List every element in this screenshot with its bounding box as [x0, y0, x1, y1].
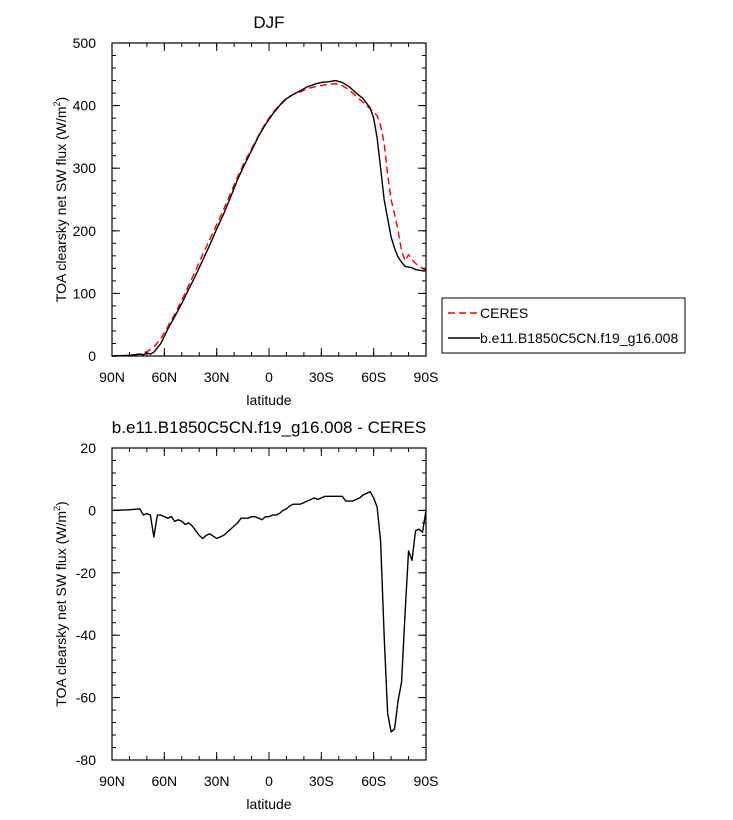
x-tick-label: 90S — [414, 773, 439, 789]
legend-label: CERES — [480, 305, 528, 321]
chart-title: DJF — [253, 13, 284, 32]
x-tick-label: 90N — [99, 773, 125, 789]
y-tick-label: 100 — [73, 285, 97, 301]
x-tick-label: 60S — [361, 369, 386, 385]
x-tick-label: 90S — [414, 369, 439, 385]
x-tick-label: 0 — [265, 773, 273, 789]
plot-frame — [111, 42, 427, 357]
series-line-b-e11-b1850c5cn-f19-g16-008 — [111, 79, 426, 357]
y-tick-label: 200 — [73, 223, 97, 239]
chart-panel-top: DJF 90N 60N 30N 0 30S 60S 90S 0 100 200 300 400 500 la… — [52, 13, 438, 408]
y-tick-label: 0 — [88, 502, 96, 518]
x-tick-label: 30S — [309, 369, 334, 385]
y-axis-label-main: TOA clearsky net SW flux (W/m — [53, 511, 69, 707]
y-tick-label: 500 — [73, 35, 97, 51]
x-tick-label: 30N — [204, 369, 230, 385]
y-axis-label-superscript: 2 — [52, 506, 62, 511]
x-tick-label: 60N — [151, 369, 177, 385]
chart-panel-bottom: b.e11.B1850C5CN.f19_g16.008 - CERES 90N 60… — [52, 418, 438, 812]
y-tick-label: 0 — [88, 348, 96, 364]
series-line-difference — [111, 490, 427, 733]
y-axis-label-end: ) — [53, 97, 69, 102]
y-axis-label-superscript: 2 — [52, 101, 62, 106]
y-tick-label: -60 — [76, 690, 96, 706]
y-tick-label: 300 — [73, 160, 97, 176]
legend: CERES b.e11.B1850C5CN.f19_g16.008 — [441, 297, 686, 354]
plot-frame — [111, 447, 427, 761]
y-tick-label: -80 — [76, 752, 96, 768]
x-axis-label: latitude — [246, 796, 291, 812]
y-tick-label: 20 — [80, 440, 96, 456]
x-tick-label: 0 — [265, 369, 273, 385]
y-tick-label: -20 — [76, 565, 96, 581]
chart-title: b.e11.B1850C5CN.f19_g16.008 - CERES — [112, 418, 426, 437]
x-tick-label: 60N — [151, 773, 177, 789]
legend-label: b.e11.B1850C5CN.f19_g16.008 — [480, 330, 678, 346]
y-axis-label: TOA clearsky net SW flux (W/m2) — [52, 501, 69, 706]
x-tick-label: 90N — [99, 369, 125, 385]
x-tick-label: 60S — [361, 773, 386, 789]
y-tick-label: -40 — [76, 627, 96, 643]
series-line-ceres — [111, 82, 427, 357]
x-tick-label: 30N — [204, 773, 230, 789]
y-axis-label: TOA clearsky net SW flux (W/m2) — [52, 97, 69, 302]
x-axis-label: latitude — [246, 392, 291, 408]
y-tick-label: 400 — [73, 98, 97, 114]
x-tick-label: 30S — [309, 773, 334, 789]
y-axis-label-main: TOA clearsky net SW flux (W/m — [53, 106, 69, 302]
y-axis-label-end: ) — [53, 501, 69, 506]
legend-box — [441, 297, 686, 354]
